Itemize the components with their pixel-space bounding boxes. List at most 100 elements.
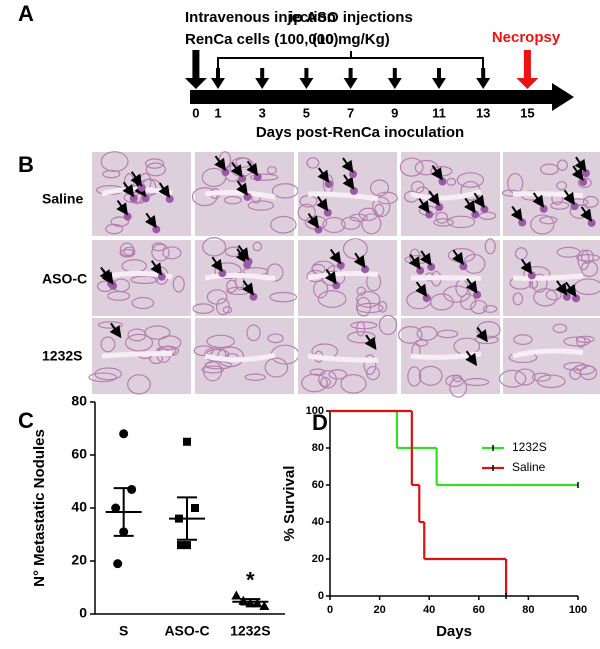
y-tick-label: 20 bbox=[312, 553, 324, 565]
data-point bbox=[113, 559, 123, 569]
tissue bbox=[252, 241, 263, 252]
nodule-arrow bbox=[463, 197, 476, 214]
tissue bbox=[162, 246, 182, 260]
timeline-arrow bbox=[432, 68, 446, 89]
error-bar bbox=[177, 496, 197, 541]
nodule bbox=[422, 294, 431, 303]
nodule-arrow bbox=[210, 256, 223, 273]
tissue bbox=[435, 211, 449, 224]
row-label: Saline bbox=[42, 191, 83, 207]
nodule bbox=[324, 180, 333, 189]
tissue bbox=[552, 323, 568, 334]
day-label: 11 bbox=[432, 105, 446, 120]
tissue bbox=[378, 314, 398, 336]
x-axis-label: Days bbox=[436, 623, 472, 640]
tissue bbox=[191, 187, 218, 207]
tissue bbox=[301, 373, 328, 393]
x-tick-label: 0 bbox=[327, 604, 333, 616]
tissue bbox=[306, 157, 320, 169]
y-tick-label: 60 bbox=[312, 479, 324, 491]
vessel bbox=[307, 353, 379, 363]
vessel bbox=[410, 275, 482, 281]
tissue bbox=[318, 369, 337, 389]
tissue bbox=[271, 183, 299, 199]
tissue bbox=[88, 372, 118, 383]
tissue bbox=[151, 242, 166, 252]
nodule-arrow bbox=[532, 192, 545, 208]
nodule bbox=[218, 269, 227, 278]
tissue bbox=[374, 203, 385, 217]
nodule-arrow bbox=[109, 322, 122, 339]
tissue bbox=[513, 334, 533, 345]
day-label: 15 bbox=[520, 105, 534, 120]
timeline-arrow bbox=[211, 68, 225, 89]
tissue bbox=[437, 329, 459, 339]
data-point bbox=[119, 429, 129, 439]
panel-label: D bbox=[312, 410, 328, 435]
nodule bbox=[471, 210, 480, 219]
tissue bbox=[100, 151, 129, 172]
nodule-arrow bbox=[101, 269, 114, 285]
y-tick-label: 60 bbox=[71, 446, 87, 462]
tissue bbox=[244, 373, 266, 381]
nodule-arrow bbox=[324, 268, 337, 285]
timeline-arrow bbox=[255, 68, 270, 89]
tissue bbox=[463, 377, 490, 387]
nodule-arrow bbox=[116, 200, 129, 216]
nodule bbox=[438, 177, 447, 186]
tissue bbox=[124, 333, 154, 352]
annotation: * bbox=[246, 567, 255, 592]
nodule-arrow bbox=[246, 160, 259, 177]
day-label: 7 bbox=[347, 105, 354, 120]
tissue bbox=[369, 179, 390, 197]
tissue bbox=[235, 157, 252, 168]
nodule-arrow bbox=[144, 212, 157, 229]
nodule bbox=[427, 262, 436, 271]
tissue bbox=[377, 300, 388, 313]
day-label: 1 bbox=[214, 105, 221, 120]
timeline-arrow bbox=[184, 50, 207, 89]
tissue bbox=[123, 246, 136, 256]
tissue bbox=[270, 215, 297, 234]
row-label: ASO-C bbox=[42, 271, 87, 287]
nodule bbox=[109, 281, 118, 290]
nodule bbox=[587, 218, 596, 227]
nodule bbox=[518, 218, 527, 227]
tissue bbox=[550, 201, 570, 210]
tissue bbox=[158, 335, 182, 351]
nodule bbox=[152, 225, 161, 234]
nodule bbox=[137, 183, 146, 192]
row-label: 1232S bbox=[42, 348, 82, 364]
tissue bbox=[447, 215, 476, 229]
tissue bbox=[144, 158, 165, 169]
y-tick-label: 20 bbox=[71, 552, 87, 568]
nodule bbox=[473, 290, 482, 299]
tissue bbox=[119, 242, 135, 257]
x-tick-label: 20 bbox=[373, 604, 385, 616]
nodule bbox=[249, 292, 258, 301]
tissue bbox=[407, 366, 422, 387]
y-tick-label: 80 bbox=[312, 442, 324, 454]
injection-label: RenCa cells (100,000) bbox=[185, 31, 338, 48]
tissue bbox=[539, 163, 559, 176]
tissue bbox=[151, 243, 170, 262]
tissue bbox=[456, 172, 485, 188]
nodule bbox=[238, 174, 247, 183]
nodule bbox=[165, 195, 174, 204]
tissue bbox=[202, 237, 227, 257]
data-point bbox=[259, 601, 270, 611]
tissue bbox=[193, 345, 214, 357]
nodule-arrow bbox=[353, 252, 366, 269]
tissue bbox=[576, 335, 586, 348]
y-axis-label: % Survival bbox=[281, 466, 298, 542]
tissue bbox=[247, 200, 275, 211]
day-label: 9 bbox=[391, 105, 398, 120]
tissue bbox=[297, 203, 316, 222]
tissue bbox=[269, 291, 298, 303]
x-tick-label: 100 bbox=[569, 604, 587, 616]
nodule bbox=[336, 261, 345, 270]
vessel bbox=[204, 352, 276, 363]
x-tick-label: 40 bbox=[423, 604, 435, 616]
day-label: 5 bbox=[303, 105, 310, 120]
